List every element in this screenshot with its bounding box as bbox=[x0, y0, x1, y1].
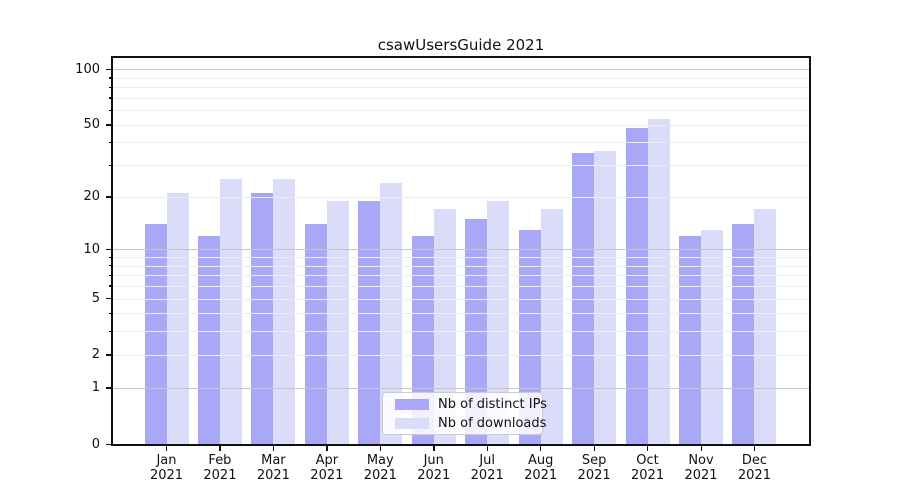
y-axis-tick-label: 1 bbox=[91, 380, 100, 396]
x-axis-tick bbox=[326, 444, 328, 451]
bar-downloads bbox=[701, 229, 723, 444]
bar-downloads bbox=[594, 150, 617, 444]
x-axis-tick bbox=[219, 444, 221, 451]
legend-item-distinct-ips: Nb of distinct IPs bbox=[383, 397, 547, 412]
plot-border bbox=[111, 56, 811, 446]
bar-distinct-ips bbox=[197, 235, 220, 444]
y-axis-tick-label: 2 bbox=[91, 347, 100, 363]
gridline-minor bbox=[113, 97, 809, 99]
gridline-minor bbox=[113, 196, 809, 198]
x-axis-label: Mar 2021 bbox=[256, 453, 290, 483]
gridline-minor bbox=[113, 87, 809, 89]
gridline-major bbox=[113, 249, 809, 251]
x-axis-label: Oct 2021 bbox=[631, 453, 665, 483]
bar-distinct-ips bbox=[732, 224, 755, 444]
x-axis-tick bbox=[379, 444, 382, 451]
bar-distinct-ips bbox=[251, 193, 274, 444]
gridline-major bbox=[113, 69, 809, 71]
x-axis-label: Dec 2021 bbox=[737, 453, 771, 483]
bar-downloads bbox=[487, 200, 510, 444]
bar-downloads bbox=[273, 179, 296, 444]
gridline-minor bbox=[113, 265, 809, 267]
bar-downloads bbox=[647, 118, 670, 444]
gridline-minor bbox=[113, 165, 809, 167]
y-axis-tick-label: 10 bbox=[83, 241, 100, 257]
x-axis-tick bbox=[540, 444, 542, 451]
bar-distinct-ips bbox=[144, 224, 167, 444]
gridline-minor bbox=[113, 142, 809, 144]
legend-item-downloads: Nb of downloads bbox=[383, 416, 546, 431]
legend-label-downloads: Nb of downloads bbox=[438, 415, 547, 431]
x-axis-tick bbox=[593, 444, 595, 451]
bar-distinct-ips bbox=[518, 229, 541, 444]
x-axis-label: Nov 2021 bbox=[684, 453, 718, 483]
gridline-major bbox=[113, 387, 809, 389]
bar-distinct-ips bbox=[625, 127, 648, 444]
gridline-minor bbox=[113, 354, 809, 356]
y-axis-tick-label: 50 bbox=[83, 117, 100, 133]
bar-downloads bbox=[754, 209, 777, 444]
legend: Nb of distinct IPs Nb of downloads bbox=[382, 392, 547, 435]
y-axis-tick-label: 20 bbox=[83, 189, 100, 205]
y-axis-tick bbox=[106, 387, 113, 389]
bar-downloads bbox=[326, 200, 349, 444]
gridline-minor bbox=[113, 285, 809, 287]
x-axis-label: Apr 2021 bbox=[310, 453, 344, 483]
bar-downloads bbox=[166, 193, 189, 444]
legend-swatch-distinct-ips bbox=[395, 398, 429, 410]
x-axis-label: Sep 2021 bbox=[577, 453, 611, 483]
chart-title: csawUsersGuide 2021 bbox=[377, 36, 545, 54]
x-axis-tick bbox=[486, 444, 488, 451]
gridline-minor bbox=[113, 257, 809, 259]
x-axis-label: Jul 2021 bbox=[470, 453, 504, 483]
x-axis-label: Jun 2021 bbox=[417, 453, 451, 483]
y-axis-tick bbox=[106, 443, 113, 445]
gridline-minor bbox=[113, 331, 809, 333]
bar-distinct-ips bbox=[358, 200, 381, 444]
legend-swatch-downloads bbox=[395, 417, 429, 429]
x-axis-label: Aug 2021 bbox=[524, 453, 558, 483]
x-axis-tick bbox=[272, 444, 275, 451]
bar-distinct-ips bbox=[304, 224, 327, 444]
bar-downloads bbox=[433, 209, 456, 444]
bar-downloads bbox=[540, 209, 563, 444]
gridline-minor bbox=[113, 77, 809, 79]
x-axis-tick bbox=[700, 444, 702, 451]
x-axis-label: Feb 2021 bbox=[203, 453, 237, 483]
x-axis-tick bbox=[753, 444, 756, 451]
gridline-minor bbox=[113, 110, 809, 112]
y-axis-tick-label: 0 bbox=[91, 436, 100, 452]
y-axis-tick-label: 5 bbox=[91, 291, 100, 306]
x-axis-label: May 2021 bbox=[363, 453, 397, 483]
y-axis-tick bbox=[106, 68, 113, 71]
gridline-minor bbox=[113, 298, 809, 300]
gridline-minor bbox=[113, 275, 809, 277]
y-axis-tick bbox=[106, 248, 113, 251]
x-axis-tick bbox=[647, 444, 649, 451]
x-axis-tick bbox=[433, 444, 435, 451]
bar-distinct-ips bbox=[572, 153, 595, 444]
bar-distinct-ips bbox=[679, 235, 701, 444]
gridline-minor bbox=[113, 124, 809, 126]
x-axis-label: Jan 2021 bbox=[149, 453, 184, 483]
bar-distinct-ips bbox=[411, 235, 434, 444]
x-axis-tick bbox=[166, 444, 168, 451]
y-axis-tick-label: 100 bbox=[75, 61, 100, 77]
bar-downloads bbox=[219, 179, 242, 444]
gridline-minor bbox=[113, 313, 809, 315]
legend-label-distinct-ips: Nb of distinct IPs bbox=[438, 396, 547, 412]
